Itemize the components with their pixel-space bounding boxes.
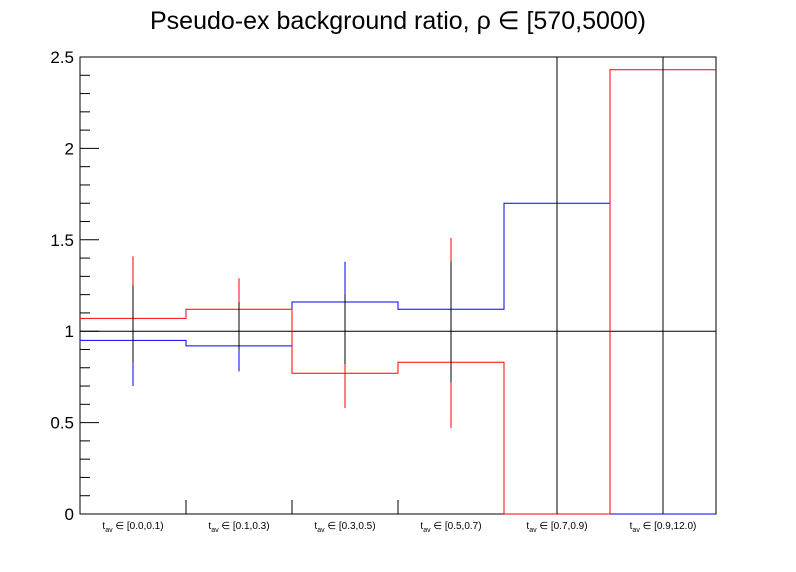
y-tick-label: 0.5 (50, 414, 74, 433)
x-tick-label: tav ∈ [0.5,0.7) (420, 521, 481, 534)
y-tick-label: 0 (65, 505, 74, 524)
x-tick-label: tav ∈ [0.3,0.5) (314, 521, 375, 534)
series-1-step-line (80, 69, 716, 515)
y-tick-label: 1 (65, 322, 74, 341)
plot-frame (79, 56, 717, 515)
x-tick-label: tav ∈ [0.9,12.0) (630, 521, 697, 534)
chart-title: Pseudo-ex background ratio, ρ ∈ [570,500… (150, 7, 646, 35)
y-axis: 0 0.5 1 1.5 2 2.5 (50, 48, 99, 524)
y-tick-label: 2 (65, 139, 74, 158)
x-tick-label: tav ∈ [0.7,0.9) (526, 521, 587, 534)
x-tick-label: tav ∈ [0.1,0.3) (208, 521, 269, 534)
y-tick-label: 2.5 (50, 48, 74, 67)
plot-marks (80, 57, 716, 515)
x-tick-label: tav ∈ [0.0,0.1) (102, 521, 163, 534)
y-tick-label: 1.5 (50, 231, 74, 250)
series-0-step-line (80, 202, 716, 515)
x-axis: tav ∈ [0.0,0.1) tav ∈ [0.1,0.3) tav ∈ [0.3… (102, 500, 696, 534)
